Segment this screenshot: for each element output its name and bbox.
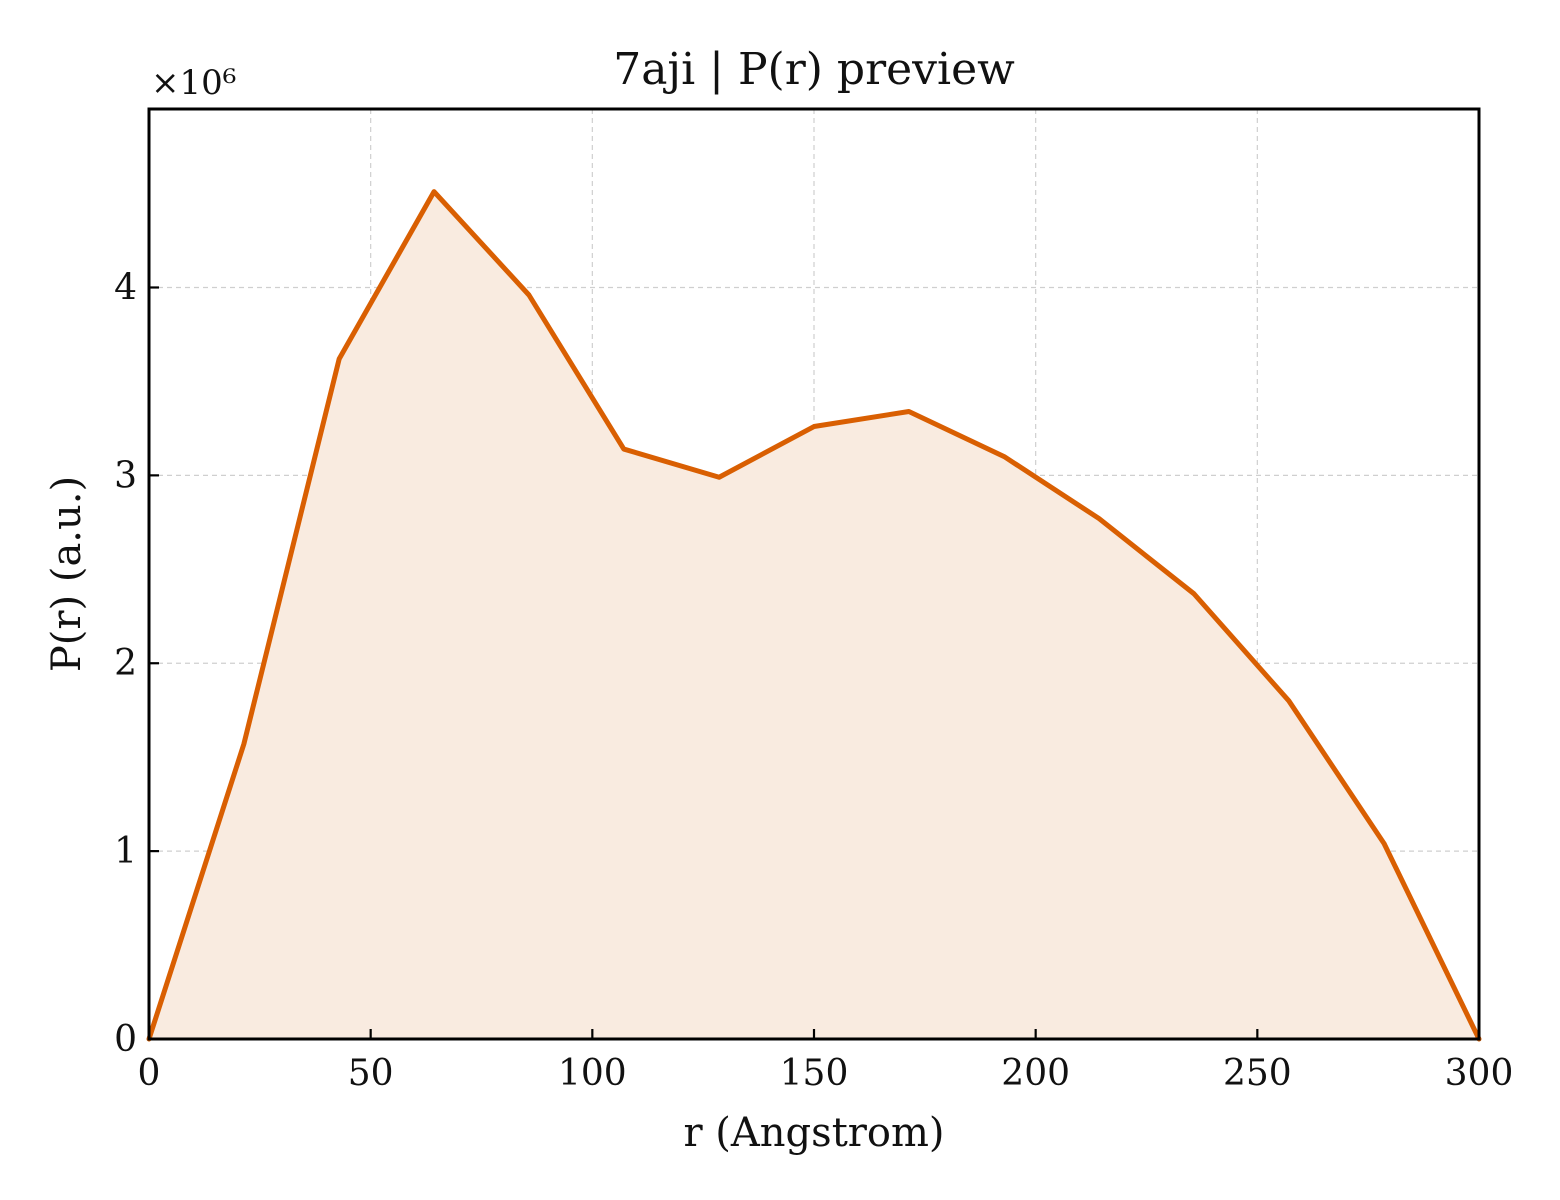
- x-tick-label: 0: [138, 1053, 161, 1094]
- y-tick-label: 1: [114, 831, 137, 872]
- y-axis-scale-label: ×10⁶: [151, 63, 236, 103]
- chart-title: 7aji | P(r) preview: [613, 44, 1015, 95]
- tick-layer: 0 50 100 150 200 250 300 0 1 2 3 4: [114, 267, 1513, 1094]
- x-axis-label: r (Angstrom): [683, 1110, 944, 1156]
- x-tick-label: 250: [1223, 1053, 1292, 1094]
- x-tick-label: 100: [558, 1053, 627, 1094]
- area-layer: [149, 191, 1479, 1040]
- line-layer: [146, 189, 1482, 1042]
- series-area-fill: [149, 191, 1479, 1040]
- x-tick-label: 150: [780, 1053, 849, 1094]
- y-tick-label: 4: [114, 267, 137, 308]
- x-tick-label: 200: [1001, 1053, 1070, 1094]
- y-axis-label: P(r) (a.u.): [44, 476, 90, 672]
- y-tick-label: 3: [114, 455, 137, 496]
- y-tick-label: 2: [114, 643, 137, 684]
- x-tick-label: 50: [348, 1053, 394, 1094]
- plot-frame: [147, 107, 1481, 1041]
- x-tick-label: 300: [1445, 1053, 1514, 1094]
- y-tick-label: 0: [114, 1019, 137, 1060]
